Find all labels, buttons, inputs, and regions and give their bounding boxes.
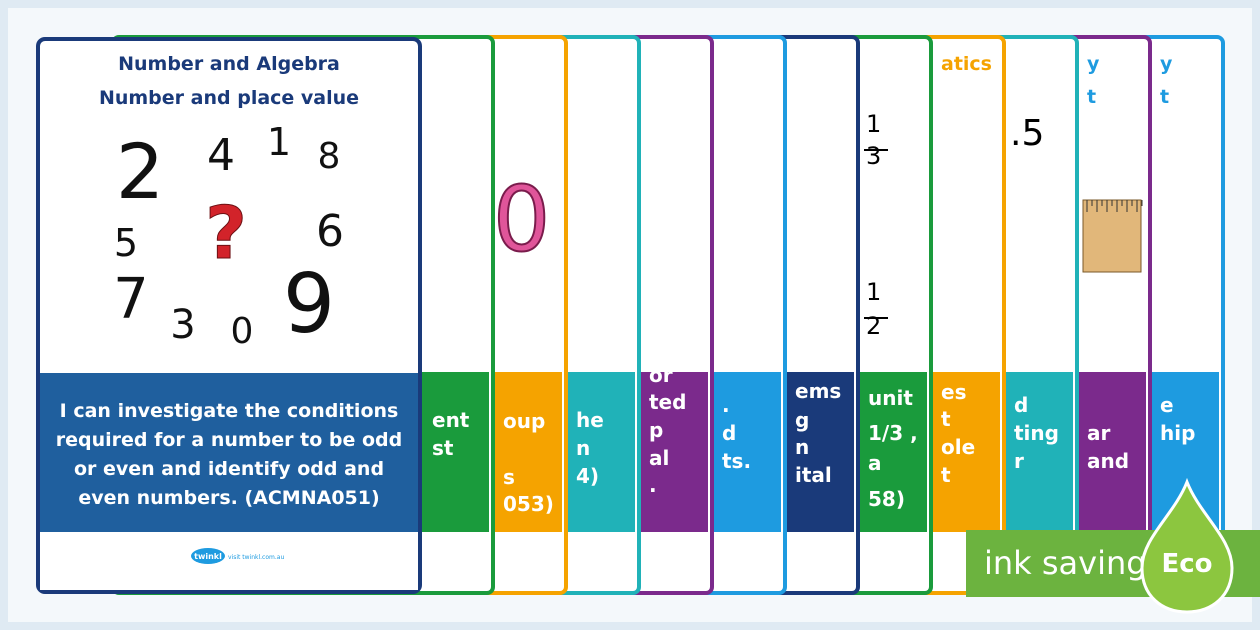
panel-text: and bbox=[1087, 449, 1129, 473]
panel-text: ole bbox=[941, 435, 975, 459]
card-title: Number and Algebra bbox=[118, 53, 340, 75]
art-decimal: .5 bbox=[1010, 113, 1044, 154]
fraction-part: 2 bbox=[866, 312, 881, 340]
panel-text: t bbox=[941, 463, 951, 487]
panel-text: g bbox=[795, 408, 809, 432]
digit: 6 bbox=[316, 206, 344, 257]
logo-cloud bbox=[191, 548, 225, 564]
panel-text: s bbox=[503, 465, 515, 489]
statement-line: or even and identify odd and bbox=[74, 458, 384, 480]
card-title: y bbox=[1087, 53, 1100, 75]
panel-text: es bbox=[941, 380, 966, 404]
panel-text: oup bbox=[503, 409, 545, 433]
panel-text: p bbox=[649, 418, 663, 442]
art-digit: 0 bbox=[493, 167, 550, 272]
panel-text: e bbox=[1160, 393, 1174, 417]
panel-text: n bbox=[576, 436, 590, 460]
panel-text: hip bbox=[1160, 421, 1195, 445]
badge-label: ink saving bbox=[984, 544, 1147, 582]
digit: 7 bbox=[113, 267, 149, 332]
panel-text: ar bbox=[1087, 421, 1110, 445]
statement-line: required for a number to be odd bbox=[56, 429, 403, 451]
card-subtitle: Number and place value bbox=[99, 87, 359, 109]
digit: 9 bbox=[283, 257, 335, 352]
logo: twinkl bbox=[194, 552, 222, 561]
card-title: t bbox=[1160, 86, 1169, 108]
digit: 0 bbox=[231, 311, 254, 352]
digit: 1 bbox=[267, 120, 291, 164]
digit: 3 bbox=[170, 302, 195, 348]
digit: 4 bbox=[207, 130, 235, 181]
eco-drop bbox=[1140, 477, 1234, 614]
card-title: atics bbox=[941, 53, 992, 75]
card-title: t bbox=[1087, 86, 1096, 108]
digit: ? bbox=[205, 191, 247, 275]
ruler bbox=[1082, 199, 1142, 273]
statement-line: even numbers. (ACMNA051) bbox=[78, 487, 379, 509]
fraction-part: 1 bbox=[866, 110, 881, 138]
panel-text: . bbox=[722, 393, 730, 417]
panel-text: t bbox=[941, 407, 951, 431]
eco-label: Eco bbox=[1161, 549, 1212, 579]
panel-text: 58) bbox=[868, 487, 905, 511]
panel-text: n bbox=[795, 435, 809, 459]
logo-url: visit twinkl.com.au bbox=[228, 554, 284, 561]
card-title: y bbox=[1160, 53, 1173, 75]
panel-text: ital bbox=[795, 463, 832, 487]
panel-text: al bbox=[649, 446, 669, 470]
panel-text: r bbox=[1014, 449, 1024, 473]
panel-text: ts. bbox=[722, 449, 751, 473]
panel-text: 1/3 , bbox=[868, 421, 918, 445]
card-footer bbox=[40, 534, 418, 590]
panel-text: or bbox=[649, 363, 673, 387]
panel-text: d bbox=[722, 421, 736, 445]
panel-text: 053) bbox=[503, 492, 554, 516]
panel-text: ems bbox=[795, 379, 841, 403]
panel-text: 4) bbox=[576, 464, 599, 488]
panel-text: . bbox=[649, 473, 657, 497]
panel-text: he bbox=[576, 408, 604, 432]
digit: 5 bbox=[114, 221, 138, 265]
fraction-part: 1 bbox=[866, 278, 881, 306]
panel-text: st bbox=[432, 436, 454, 460]
panel-text: a bbox=[868, 451, 882, 475]
statement-line: I can investigate the conditions bbox=[60, 400, 399, 422]
front-card: Number and Algebra Number and place value… bbox=[36, 37, 422, 594]
panel-text: unit bbox=[868, 386, 913, 410]
panel-text: ent bbox=[432, 408, 470, 432]
digit: 2 bbox=[116, 127, 164, 216]
fraction-part: 3 bbox=[866, 142, 881, 170]
panel-text: d bbox=[1014, 393, 1028, 417]
card-panel bbox=[40, 373, 418, 532]
panel-text: ted bbox=[649, 390, 686, 414]
panel-text: ting bbox=[1014, 421, 1059, 445]
digit: 8 bbox=[318, 136, 341, 177]
eco-badge: ink saving Eco bbox=[966, 477, 1260, 614]
